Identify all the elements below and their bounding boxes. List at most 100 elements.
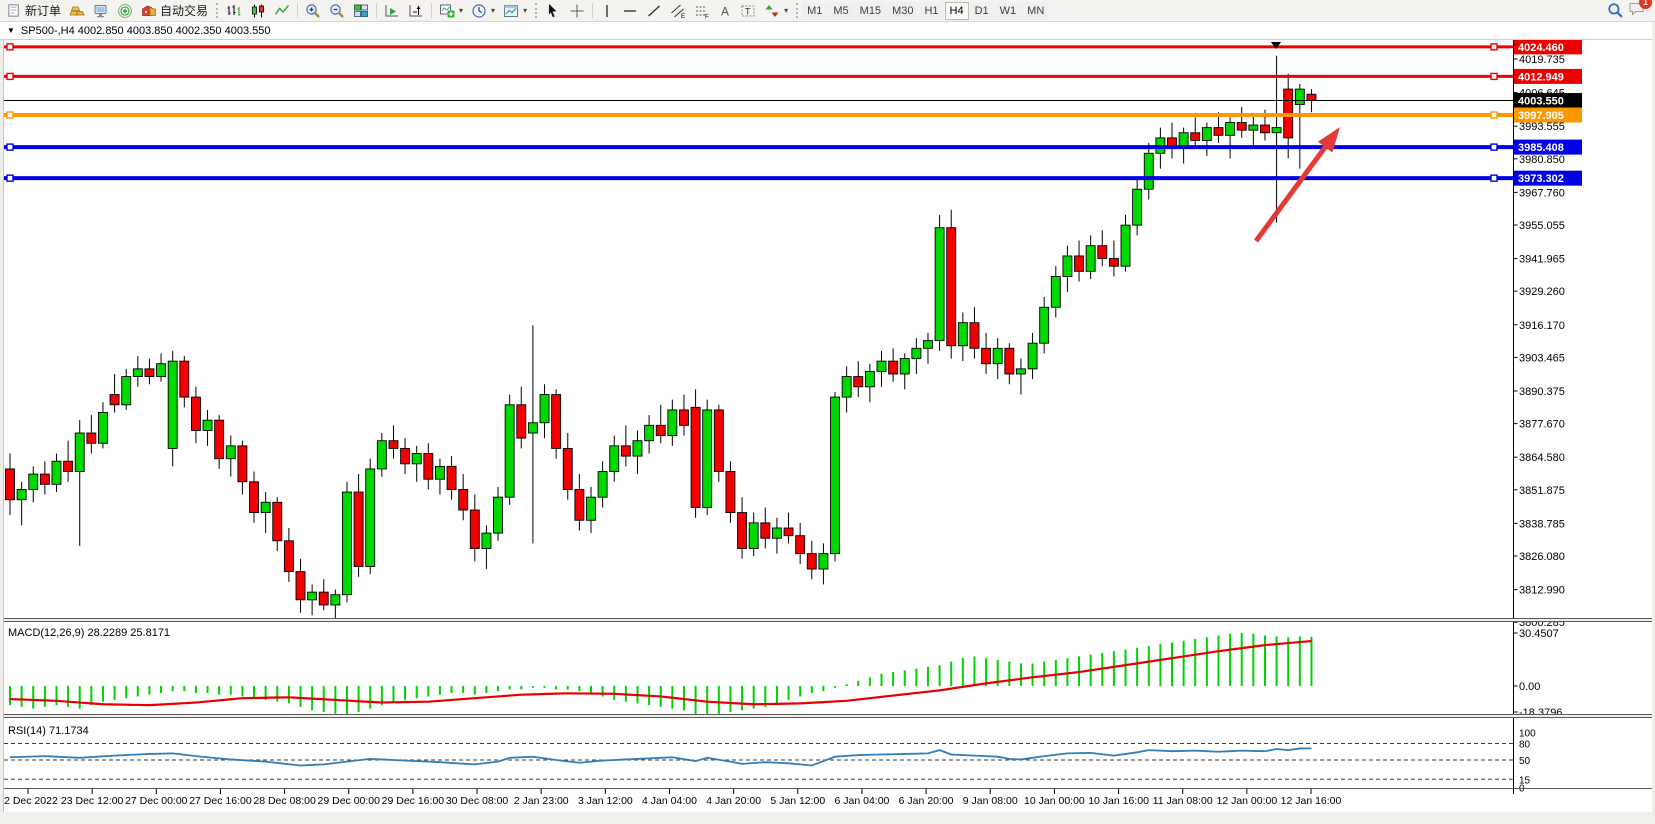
- line-handle[interactable]: [6, 174, 14, 182]
- svg-text:11 Jan 08:00: 11 Jan 08:00: [1153, 795, 1213, 807]
- line-handle[interactable]: [1490, 174, 1498, 182]
- trendline-tool-button[interactable]: [642, 1, 666, 20]
- signal-button[interactable]: [113, 1, 137, 20]
- line-handle[interactable]: [6, 43, 14, 51]
- svg-text:6 Jan 20:00: 6 Jan 20:00: [899, 795, 954, 807]
- svg-text:3997.905: 3997.905: [1518, 110, 1564, 122]
- timeframe-button-m30[interactable]: M30: [887, 1, 919, 20]
- timeframe-button-d1[interactable]: D1: [969, 1, 994, 20]
- period-button[interactable]: ▾: [467, 1, 499, 20]
- bar-chart-icon: [226, 3, 242, 19]
- timeframe-group: M1 M5 M15 M30 H1 H4 D1 W1 MN: [802, 1, 1050, 20]
- collapse-icon[interactable]: ▼: [7, 26, 15, 35]
- zoom-in-button[interactable]: [301, 1, 325, 20]
- gold-bars-icon: [69, 3, 85, 19]
- toolbar-grip[interactable]: [796, 3, 799, 18]
- line-handle[interactable]: [1490, 111, 1498, 119]
- line-handle[interactable]: [1490, 43, 1498, 51]
- zoom-out-icon: [329, 3, 345, 19]
- notifications-button[interactable]: 1: [1628, 0, 1652, 22]
- level-lines[interactable]: [4, 43, 1514, 182]
- line-handle[interactable]: [1490, 72, 1498, 81]
- fibonacci-tool-button[interactable]: F: [690, 1, 714, 20]
- price-axis[interactable]: 4019.7354006.6453993.5553980.8503967.760…: [1513, 40, 1583, 795]
- autotrade-icon: [141, 3, 157, 19]
- arrow-annotation[interactable]: [1253, 127, 1340, 243]
- svg-text:6 Jan 04:00: 6 Jan 04:00: [835, 795, 890, 807]
- svg-text:4012.949: 4012.949: [1518, 71, 1564, 83]
- toolbar-grip[interactable]: [535, 3, 538, 18]
- label-tool-button[interactable]: T: [736, 1, 760, 20]
- svg-text:4 Jan 20:00: 4 Jan 20:00: [706, 795, 761, 807]
- timeframe-button-h1[interactable]: H1: [919, 1, 944, 20]
- timeframe-button-m5[interactable]: M5: [828, 1, 854, 20]
- svg-text:4003.550: 4003.550: [1518, 96, 1564, 108]
- timeframe-button-w1[interactable]: W1: [994, 1, 1022, 20]
- line-handle[interactable]: [6, 143, 14, 151]
- arrows-tool-button[interactable]: ▾: [760, 1, 792, 20]
- line-handle[interactable]: [1490, 143, 1498, 151]
- rsi-pane: RSI(14) 71.1734: [4, 725, 1514, 780]
- timeframe-button-mn[interactable]: MN: [1022, 1, 1050, 20]
- toolbar: 新订单 自动交易 ▾ ▾: [0, 0, 1655, 22]
- terminal-button[interactable]: [89, 1, 113, 20]
- svg-text:10 Jan 16:00: 10 Jan 16:00: [1088, 795, 1149, 807]
- line-handle[interactable]: [6, 111, 14, 119]
- line-chart-button[interactable]: [270, 1, 294, 20]
- cursor-icon: [545, 3, 561, 19]
- macd-label: MACD(12,26,9) 28.2289 25.8171: [8, 627, 170, 639]
- chart-canvas[interactable]: 4019.7354006.6453993.5553980.8503967.760…: [0, 40, 1655, 812]
- window-left-border: [0, 40, 4, 812]
- autotrade-button[interactable]: 自动交易: [137, 1, 212, 20]
- dropdown-caret-icon: ▾: [784, 6, 789, 15]
- svg-text:29 Dec 16:00: 29 Dec 16:00: [382, 795, 445, 807]
- svg-text:T: T: [745, 6, 751, 16]
- zoom-out-button[interactable]: [325, 1, 349, 20]
- timeframe-button-h4[interactable]: H4: [944, 1, 969, 20]
- svg-text:A: A: [721, 4, 729, 18]
- svg-text:3955.055: 3955.055: [1519, 220, 1565, 232]
- cursor-tool-button[interactable]: [541, 1, 565, 20]
- chart-shift-button[interactable]: [404, 1, 428, 20]
- svg-text:3838.785: 3838.785: [1519, 518, 1565, 530]
- svg-text:100: 100: [1519, 729, 1536, 740]
- line-handle[interactable]: [6, 72, 14, 81]
- candlestick-button[interactable]: [246, 1, 270, 20]
- svg-text:27 Dec 00:00: 27 Dec 00:00: [125, 795, 188, 807]
- timeframe-button-m1[interactable]: M1: [802, 1, 828, 20]
- svg-text:3916.170: 3916.170: [1519, 320, 1565, 332]
- rsi-label: RSI(14) 71.1734: [8, 725, 89, 737]
- macd-pane: MACD(12,26,9) 28.2289 25.8171: [8, 627, 1313, 716]
- dropdown-caret-icon: ▾: [491, 6, 496, 15]
- time-axis[interactable]: 22 Dec 2022 23 Dec 12:00 27 Dec 00:00 27 De…: [0, 789, 1342, 807]
- svg-text:4 Jan 04:00: 4 Jan 04:00: [642, 795, 697, 807]
- new-chart-button[interactable]: ▾: [435, 1, 467, 20]
- crosshair-tool-button[interactable]: [565, 1, 589, 20]
- svg-text:3967.760: 3967.760: [1519, 187, 1565, 199]
- auto-scroll-icon: [384, 3, 400, 19]
- auto-scroll-button[interactable]: [380, 1, 404, 20]
- horizontal-line-tool-button[interactable]: [618, 1, 642, 20]
- autotrade-label: 自动交易: [160, 4, 209, 18]
- tile-windows-button[interactable]: [349, 1, 373, 20]
- trendline-icon: [646, 3, 662, 19]
- template-button[interactable]: ▾: [499, 1, 531, 20]
- terminal-icon: [93, 3, 109, 19]
- zoom-in-icon: [305, 3, 321, 19]
- search-icon: [1607, 2, 1624, 19]
- text-label-icon: T: [740, 3, 756, 19]
- text-tool-button[interactable]: A: [714, 1, 736, 20]
- channel-tool-button[interactable]: E: [666, 1, 690, 20]
- signal-icon: [117, 3, 133, 19]
- toolbar-grip[interactable]: [216, 3, 219, 18]
- vertical-line-tool-button[interactable]: [596, 1, 618, 20]
- market-watch-button[interactable]: [65, 1, 89, 20]
- chart-shift-marker[interactable]: [1271, 42, 1281, 49]
- bar-chart-button[interactable]: [222, 1, 246, 20]
- vertical-line-icon: [600, 3, 614, 19]
- new-chart-icon: [439, 3, 455, 19]
- search-button[interactable]: [1603, 1, 1628, 20]
- rsi-line: [9, 747, 1312, 767]
- new-order-button[interactable]: 新订单: [3, 1, 65, 20]
- timeframe-button-m15[interactable]: M15: [854, 1, 887, 20]
